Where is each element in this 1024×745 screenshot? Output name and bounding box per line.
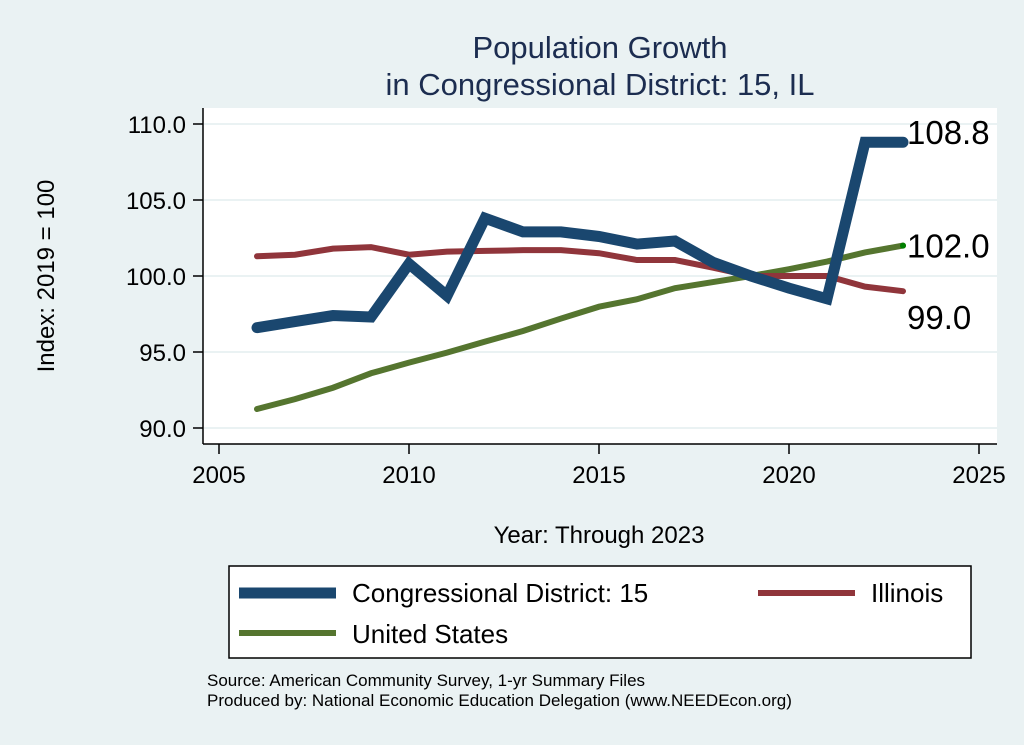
legend-label-district: Congressional District: 15: [352, 578, 648, 608]
legend: Congressional District: 15 Illinois Unit…: [228, 565, 972, 659]
end-label-district: 108.8: [907, 114, 990, 151]
end-labels: 108.8 99.0 102.0: [907, 114, 990, 336]
chart-title-line-2: in Congressional District: 15, IL: [385, 67, 814, 102]
y-axis-ticks: 90.0 95.0 100.0 105.0 110.0: [126, 112, 203, 443]
x-tick-label: 2015: [572, 462, 625, 489]
legend-box: [228, 565, 972, 659]
y-tick-label: 105.0: [126, 188, 186, 215]
source-note: Source: American Community Survey, 1-yr …: [207, 671, 645, 690]
x-tick-label: 2010: [382, 462, 435, 489]
y-tick-label: 110.0: [128, 112, 186, 139]
y-tick-label: 95.0: [139, 340, 186, 367]
y-tick-label: 100.0: [126, 264, 186, 291]
x-axis-label: Year: Through 2023: [494, 522, 705, 549]
series-end-marker: [900, 242, 906, 249]
end-label-illinois: 99.0: [907, 299, 971, 336]
series-line-district: [251, 136, 909, 334]
y-axis-label: Index: 2019 = 100: [33, 180, 60, 373]
series-layer: [251, 136, 909, 412]
x-axis-ticks: 2005 2010 2015 2020 2025: [192, 444, 1006, 489]
y-tick-label: 90.0: [139, 416, 186, 443]
series-line-illinois: [254, 244, 906, 295]
legend-label-illinois: Illinois: [871, 578, 943, 608]
series-line-united-states: [254, 242, 906, 412]
chart-title-line-1: Population Growth: [472, 30, 727, 65]
end-label-united-states: 102.0: [907, 228, 990, 265]
x-tick-label: 2025: [952, 462, 1005, 489]
x-tick-label: 2020: [762, 462, 815, 489]
x-tick-label: 2005: [192, 462, 245, 489]
gridlines: [204, 123, 997, 429]
legend-label-united-states: United States: [352, 619, 508, 649]
producer-note: Produced by: National Economic Education…: [207, 691, 792, 710]
